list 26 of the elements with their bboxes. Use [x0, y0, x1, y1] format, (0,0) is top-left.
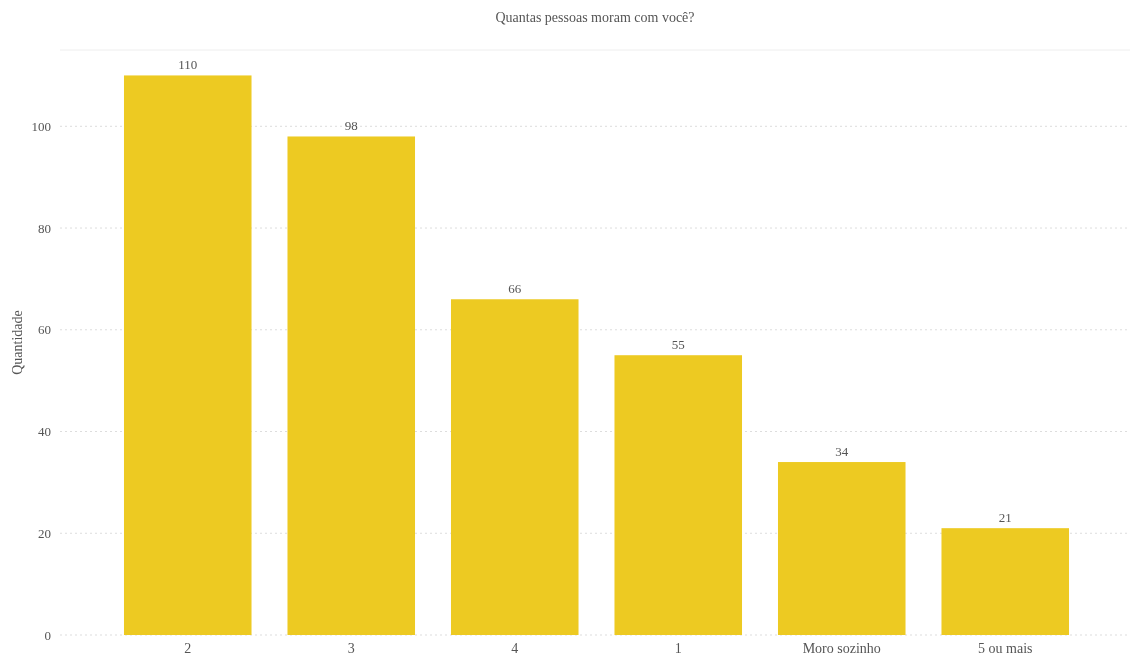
x-tick-label: 3 — [347, 641, 355, 657]
y-tick-label: 60 — [38, 322, 51, 338]
data-label: 55 — [671, 337, 685, 353]
x-tick-label: 2 — [184, 641, 192, 657]
bar — [941, 528, 1070, 635]
data-label: 34 — [835, 444, 849, 460]
y-tick-label: 0 — [44, 627, 51, 643]
y-tick-label: 100 — [31, 118, 51, 134]
chart-title: Quantas pessoas moram com você? — [495, 10, 695, 25]
data-label: 110 — [178, 57, 198, 73]
x-tick-label: 5 ou mais — [978, 641, 1033, 657]
data-label: 66 — [508, 281, 522, 297]
y-tick-label: 20 — [38, 525, 51, 541]
bar — [777, 462, 906, 635]
bar — [450, 299, 579, 635]
bar — [287, 136, 416, 635]
x-tick-label: 4 — [511, 641, 519, 657]
x-tick-label: Moro sozinho — [802, 641, 881, 657]
x-tick-label: 1 — [674, 641, 682, 657]
bar — [614, 355, 743, 635]
y-tick-label: 80 — [38, 220, 51, 236]
data-label: 98 — [344, 118, 358, 134]
y-tick-label: 40 — [38, 424, 51, 440]
data-label: 21 — [998, 510, 1012, 526]
y-axis-title: Quantidade — [10, 310, 25, 375]
bar — [123, 75, 252, 635]
